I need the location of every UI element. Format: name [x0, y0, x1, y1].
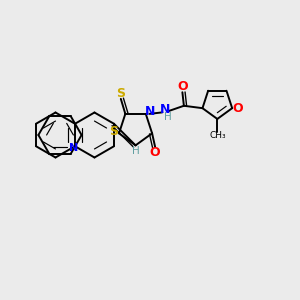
Text: O: O: [232, 102, 243, 115]
Text: N: N: [145, 105, 155, 118]
Text: S: S: [116, 87, 125, 100]
Text: O: O: [177, 80, 188, 93]
Text: CH₃: CH₃: [209, 131, 226, 140]
Text: H: H: [164, 112, 172, 122]
Text: H: H: [132, 146, 140, 156]
Text: N: N: [160, 103, 170, 116]
Text: N: N: [69, 143, 78, 153]
Text: S: S: [109, 125, 118, 138]
Text: O: O: [150, 146, 160, 159]
